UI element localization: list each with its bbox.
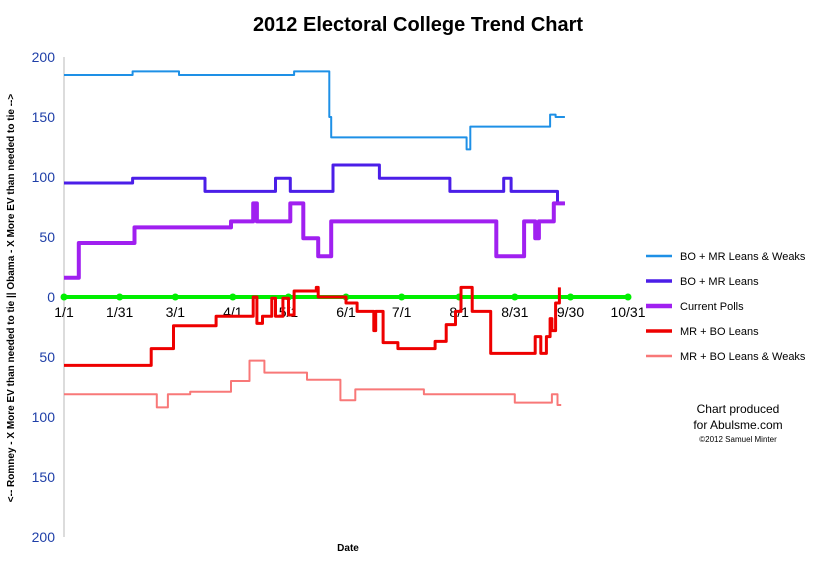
legend-label: Current Polls (680, 301, 744, 313)
x-tick-label: 10/31 (610, 304, 645, 320)
zero-line-marker (566, 293, 574, 301)
series-line-4 (64, 285, 561, 367)
series-line-3 (64, 201, 565, 280)
chart-title: 2012 Electoral College Trend Chart (253, 14, 583, 36)
zero-line-marker (398, 293, 406, 301)
credit-line-1: Chart produced (697, 402, 780, 416)
credit-line-2: for Abulsme.com (693, 418, 782, 432)
y-tick-label: 150 (32, 109, 56, 125)
zero-line-marker (229, 293, 237, 301)
legend: BO + MR Leans & Weaks BO + MR Leans Curren… (646, 251, 806, 363)
y-tick-label: 0 (47, 289, 55, 305)
credit-annotation: Chart produced for Abulsme.com ©2012 Sam… (693, 402, 782, 444)
x-axis-title: Date (337, 543, 359, 554)
x-tick-label: 3/1 (166, 304, 186, 320)
y-tick-label: 150 (32, 469, 56, 485)
y-tick-label: 200 (32, 529, 56, 545)
y-tick-labels: 200 150 100 50 0 50 100 150 200 (32, 49, 56, 545)
y-tick-label: 200 (32, 49, 56, 65)
legend-label: BO + MR Leans (680, 276, 759, 288)
x-tick-label: 7/1 (392, 304, 412, 320)
y-axis-title: <-- Romney - X More EV than needed to ti… (6, 94, 17, 503)
legend-label: MR + BO Leans & Weaks (680, 351, 806, 363)
zero-line-marker (116, 293, 124, 301)
y-tick-label: 100 (32, 409, 56, 425)
series-lines (60, 70, 632, 409)
zero-line-marker (511, 293, 519, 301)
legend-label: MR + BO Leans (680, 326, 759, 338)
y-tick-label: 100 (32, 169, 56, 185)
series-line-1 (64, 70, 565, 151)
zero-line-marker (624, 293, 632, 301)
credit-line-3: ©2012 Samuel Minter (699, 435, 777, 444)
x-tick-label: 9/30 (557, 304, 584, 320)
x-tick-label: 1/31 (106, 304, 133, 320)
y-tick-label: 50 (39, 229, 55, 245)
zero-line-marker (60, 293, 68, 301)
y-tick-label: 50 (39, 349, 55, 365)
x-tick-label: 8/31 (501, 304, 528, 320)
series-line-5 (64, 359, 562, 409)
zero-line-marker (171, 293, 179, 301)
series-line-2 (64, 163, 565, 205)
legend-label: BO + MR Leans & Weaks (680, 251, 806, 263)
x-tick-label: 1/1 (54, 304, 74, 320)
x-tick-label: 6/1 (336, 304, 356, 320)
